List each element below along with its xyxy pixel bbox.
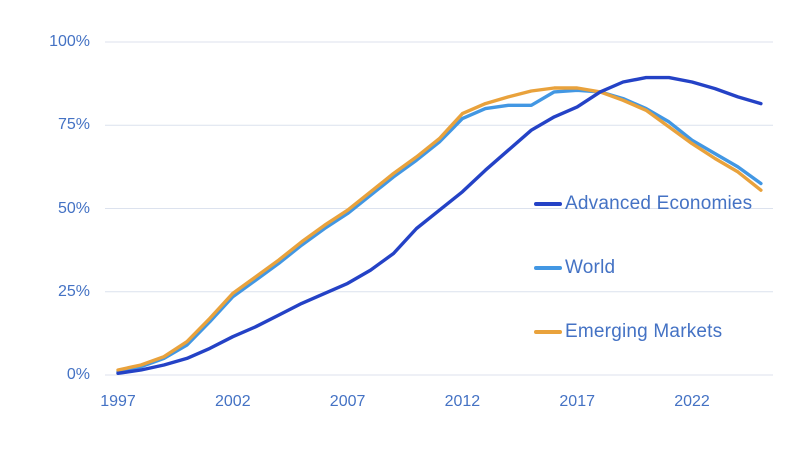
y-axis-label: 75%: [57, 116, 90, 134]
x-axis-label: 2002: [215, 393, 251, 410]
legend-swatch-world: [534, 266, 562, 270]
x-axis-label: 2017: [559, 393, 595, 410]
legend-label-advanced-economies: Advanced Economies: [565, 193, 753, 214]
y-axis-label: 100%: [49, 33, 90, 50]
legend-item-world: World: [534, 257, 616, 278]
series-line-world: [116, 88, 763, 374]
legend-item-advanced-economies: Advanced Economies: [534, 193, 753, 214]
x-axis-label: 2007: [329, 393, 366, 410]
y-axis-label: 0%: [66, 366, 90, 383]
series-line-emerging-markets: [116, 86, 763, 372]
y-axis-label: 25%: [57, 282, 90, 300]
legend-swatch-advanced-economies: [534, 202, 562, 206]
legend-item-emerging-markets: Emerging Markets: [534, 321, 723, 342]
y-axis-label: 50%: [57, 199, 90, 217]
legend-label-world: World: [565, 257, 616, 278]
x-axis-label: 1997: [100, 393, 136, 410]
x-axis-label: 2012: [444, 393, 481, 410]
series-line-advanced-economies: [116, 75, 763, 375]
x-axis-label: 2022: [674, 393, 710, 410]
legend-label-emerging-markets: Emerging Markets: [565, 321, 723, 342]
legend-swatch-emerging-markets: [534, 330, 562, 334]
